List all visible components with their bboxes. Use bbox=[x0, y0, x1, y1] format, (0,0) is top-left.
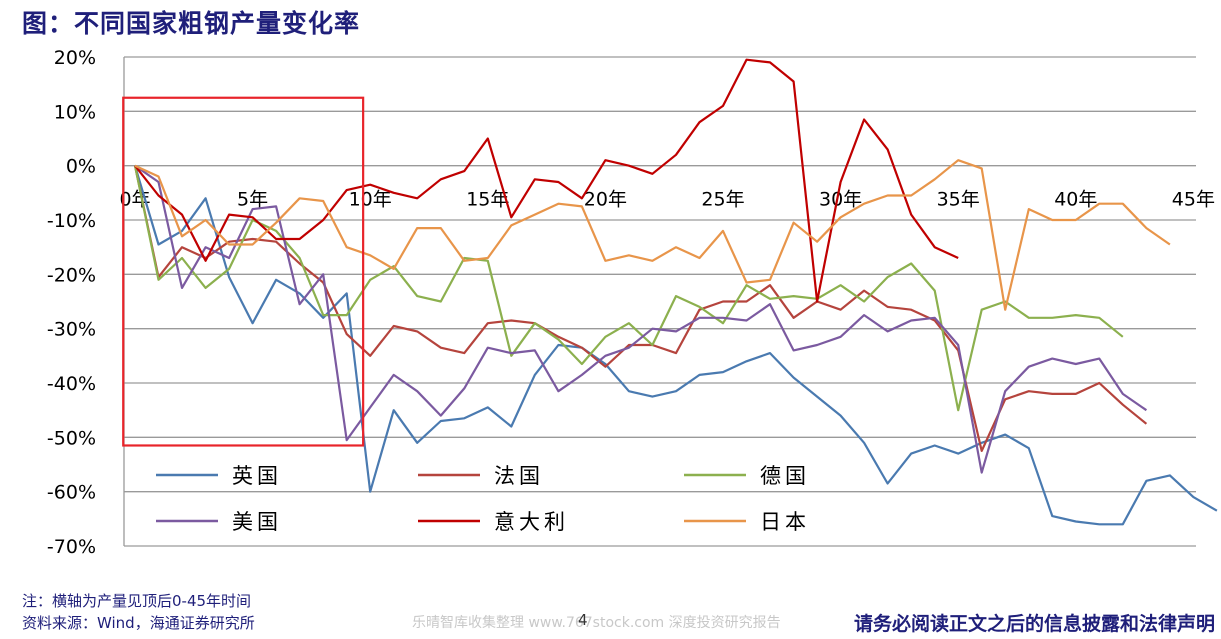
legend-label: 日本 bbox=[760, 510, 810, 534]
y-tick-label: -10% bbox=[47, 210, 96, 232]
x-tick-label: 15年 bbox=[466, 189, 509, 211]
legend-label: 德国 bbox=[760, 464, 810, 488]
y-tick-label: -50% bbox=[47, 427, 96, 449]
y-tick-label: 0% bbox=[66, 156, 96, 178]
y-tick-label: 20% bbox=[54, 47, 96, 69]
y-tick-label: 10% bbox=[54, 101, 96, 123]
axis-note: 注：横轴为产量见顶后0-45年时间 bbox=[22, 592, 252, 610]
series-line bbox=[133, 165, 1124, 412]
x-tick-label: 40年 bbox=[1054, 189, 1097, 211]
x-tick-label: 35年 bbox=[937, 189, 980, 211]
y-tick-label: -20% bbox=[47, 264, 96, 286]
legend-label: 美国 bbox=[232, 510, 282, 534]
page-number: 4 bbox=[578, 611, 588, 629]
legend-label: 意大利 bbox=[494, 510, 569, 534]
x-tick-label: 5年 bbox=[237, 189, 268, 211]
y-tick-label: -70% bbox=[47, 536, 96, 558]
series-line bbox=[133, 165, 1148, 452]
x-tick-label: 10年 bbox=[349, 189, 392, 211]
disclaimer-text: 请务必阅读正文之后的信息披露和法律声明 bbox=[853, 613, 1215, 635]
watermark-text: 乐晴智库收集整理 www.767stock.com 深度投资研究报告 bbox=[412, 615, 781, 631]
series-line bbox=[134, 58, 959, 303]
y-tick-label: -40% bbox=[47, 373, 96, 395]
legend-label: 英国 bbox=[232, 464, 282, 488]
series-line bbox=[133, 165, 1218, 526]
highlight-box bbox=[122, 96, 365, 447]
series-line bbox=[134, 159, 1171, 311]
x-tick-label: 45年 bbox=[1172, 189, 1215, 211]
y-tick-label: -60% bbox=[47, 482, 96, 504]
x-tick-label: 20年 bbox=[584, 189, 627, 211]
x-tick-label: 25年 bbox=[701, 189, 744, 211]
legend-label: 法国 bbox=[494, 464, 544, 488]
source-note: 资料来源：Wind，海通证券研究所 bbox=[22, 614, 255, 632]
x-tick-label: 30年 bbox=[819, 189, 862, 211]
y-tick-label: -30% bbox=[47, 319, 96, 341]
chart-notes: 注：横轴为产量见顶后0-45年时间 资料来源：Wind，海通证券研究所 bbox=[22, 590, 255, 634]
page-title: 图：不同国家粗钢产量变化率 bbox=[22, 9, 361, 38]
series-line bbox=[134, 164, 1148, 474]
